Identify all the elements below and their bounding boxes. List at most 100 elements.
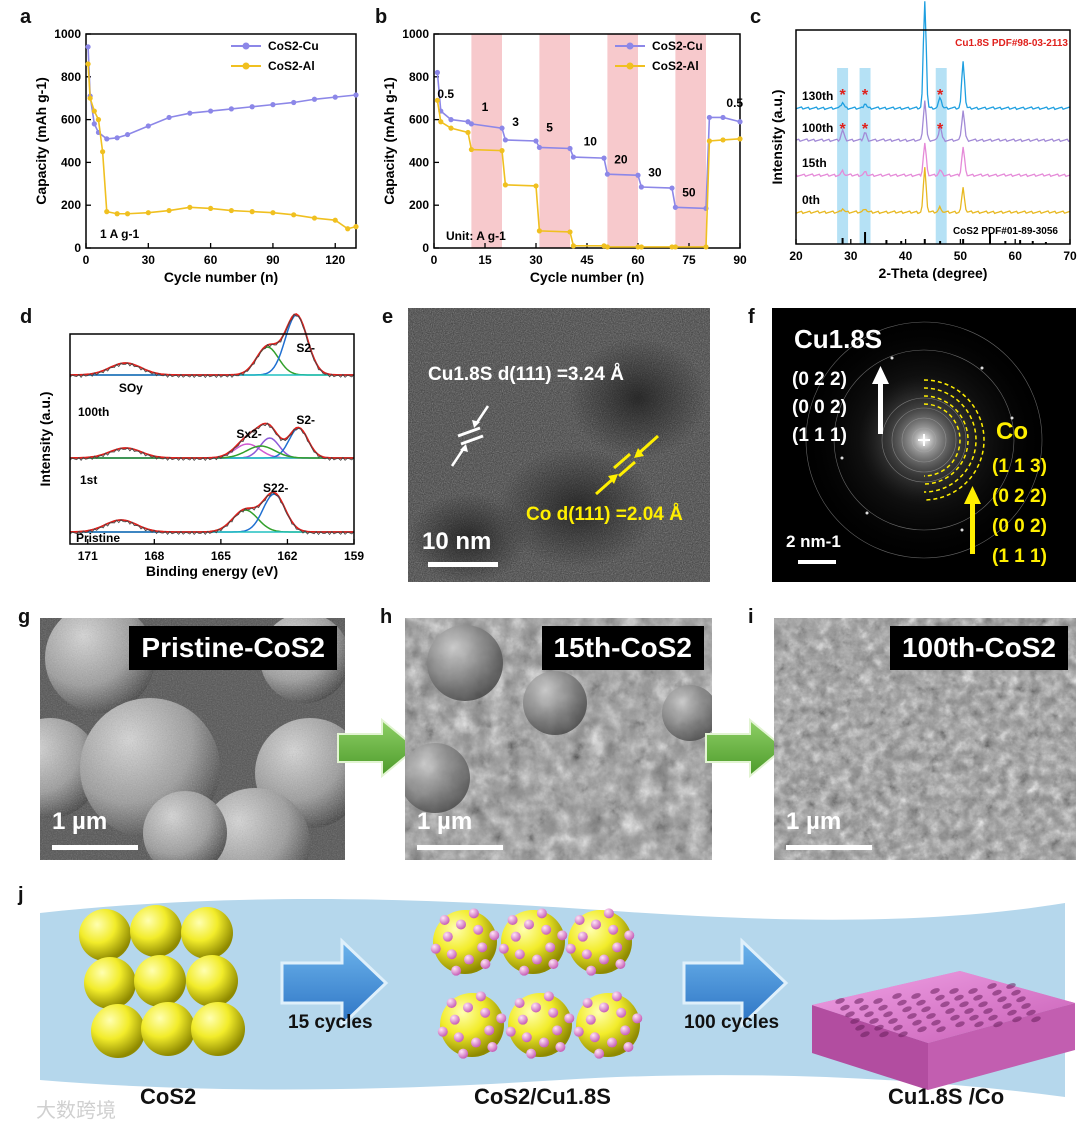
y-tick-label: 200 <box>409 198 429 212</box>
x-tick-label: 162 <box>277 549 297 563</box>
cu18s-particle <box>599 1002 610 1013</box>
cu18s-co-porous-block <box>812 971 1075 1090</box>
schematic-step1-label: 15 cycles <box>288 1012 373 1033</box>
cu18s-particle <box>463 1002 474 1013</box>
cu18s-particle <box>487 1042 498 1053</box>
cu18s-particle <box>446 997 457 1008</box>
data-point <box>95 117 102 123</box>
data-point <box>85 61 91 67</box>
peak-label: S22- <box>263 481 288 495</box>
pore <box>935 994 945 1001</box>
data-point <box>100 149 106 155</box>
tem-co-label: Co d(111) =2.04 Å <box>526 504 683 525</box>
fft-scale-bar <box>798 560 836 564</box>
cu18s-particle <box>606 1037 617 1048</box>
cu18s-particle <box>517 1014 528 1025</box>
chart-annotation: Unit: A g-1 <box>446 229 506 243</box>
data-point <box>604 171 610 177</box>
pore <box>907 1013 917 1019</box>
cu18s-peak-marker: * <box>839 87 846 104</box>
cu18s-particle <box>510 931 521 942</box>
pore <box>1021 1003 1031 1009</box>
fit-component <box>70 447 354 459</box>
fft-co-plane: (1 1 3) <box>992 456 1047 477</box>
pore <box>1007 1009 1017 1016</box>
data-point <box>228 207 234 214</box>
pore <box>983 1008 993 1014</box>
pore <box>955 1021 965 1028</box>
fft-cu-planes: (0 2 2) (0 0 2) (1 1 1) <box>792 366 847 450</box>
cu18s-particle <box>489 930 500 941</box>
cu18s-particle <box>620 1025 631 1036</box>
legend-marker <box>626 62 634 70</box>
data-point <box>448 117 454 123</box>
sem-scale-label: 1 µm <box>417 808 473 835</box>
panel-label-b: b <box>375 6 388 28</box>
data-point <box>703 244 709 250</box>
cu18s-particle <box>477 942 488 953</box>
panel-label-a: a <box>20 6 32 28</box>
sem-title-100th: 100th-CoS2 <box>889 626 1068 670</box>
pore <box>879 1031 889 1038</box>
cu18s-particle <box>536 908 547 919</box>
legend-label: Cu1.8S PDF#98-03-2113 <box>955 38 1068 49</box>
data-point <box>720 137 726 143</box>
cu18s-particle <box>437 1026 448 1037</box>
cu18s-particle <box>564 1013 575 1024</box>
x-axis-label: Cycle number (n) <box>530 269 644 285</box>
x-tick-label: 60 <box>204 253 218 267</box>
sem-image-15th: 15th-CoS2 1 µm <box>405 618 712 860</box>
panel-label-e: e <box>382 306 394 328</box>
data-point <box>434 69 440 76</box>
sem-scale-bar <box>786 845 872 850</box>
cu18s-particle <box>451 965 462 976</box>
data-point <box>332 217 338 223</box>
pore <box>997 996 1007 1003</box>
data-point <box>468 146 474 153</box>
pore <box>993 1021 1003 1028</box>
cu18s-particle <box>598 954 609 965</box>
pore <box>950 1014 960 1021</box>
schematic-step2-label: 100 cycles <box>684 1012 780 1033</box>
data-point <box>270 102 276 108</box>
data-point <box>567 145 573 152</box>
peak-label: Sx2- <box>236 427 261 441</box>
plot-frame <box>69 333 355 545</box>
y-tick-label: 800 <box>61 70 81 84</box>
cu18s-particle <box>589 1032 600 1043</box>
cu18s-particle <box>498 943 509 954</box>
cu18s-particle <box>616 1007 627 1018</box>
pore <box>978 1001 988 1008</box>
cu18s-particle <box>582 997 593 1008</box>
cu18s-particle <box>458 1048 469 1059</box>
panel-d: d 171 168 165 162 159 Binding energy (eV) Inte… <box>0 300 380 590</box>
pore <box>892 993 902 999</box>
y-tick-label: 600 <box>409 113 429 127</box>
cu18s-particle <box>507 914 518 925</box>
legend-label: CoS2-Al <box>268 59 315 73</box>
cu18s-particle <box>585 1014 596 1025</box>
cu18s-particle <box>557 930 568 941</box>
data-point <box>499 148 505 154</box>
cu18s-peak-marker: * <box>862 87 869 104</box>
x-tick-label: 40 <box>899 249 913 263</box>
data-point <box>311 215 318 221</box>
pore <box>973 994 983 1001</box>
raw-spectrum <box>69 492 355 536</box>
spectrum-label: 1st <box>80 473 97 487</box>
data-point <box>249 104 255 110</box>
cu18s-particle <box>524 919 535 930</box>
data-point <box>291 99 297 106</box>
pore <box>930 988 940 994</box>
panel-label-g: g <box>18 606 31 628</box>
fft-image: Cu1.8S (0 2 2) (0 0 2) (1 1 1) Co (1 1 3… <box>772 308 1076 582</box>
data-point <box>208 108 214 114</box>
pore <box>931 1019 941 1026</box>
arrow-right-icon <box>337 718 418 778</box>
plot-frame <box>795 29 1071 245</box>
y-tick-label: 400 <box>409 155 429 169</box>
data-point <box>502 182 508 188</box>
cu18s-particle <box>514 949 525 960</box>
sem-scale-bar <box>52 845 138 850</box>
raw-spectrum <box>69 313 355 379</box>
